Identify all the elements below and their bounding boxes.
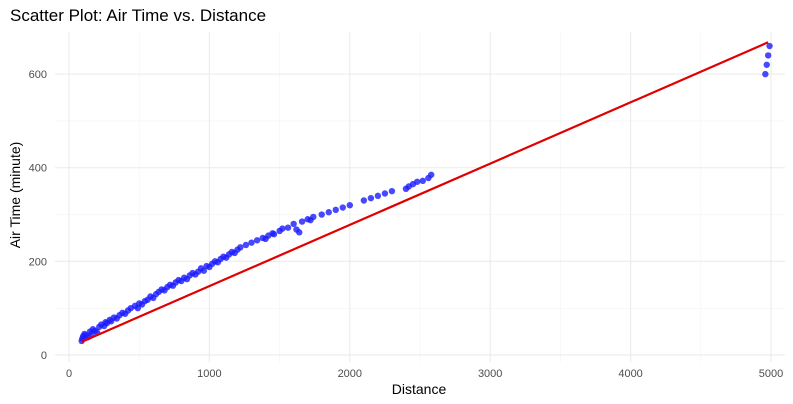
data-point [270, 231, 278, 238]
trend-line [81, 41, 769, 343]
y-axis-ticks: 0 200 400 600 [29, 69, 47, 362]
data-point [360, 197, 368, 204]
data-point [237, 244, 244, 251]
data-point [298, 218, 306, 225]
data-point [766, 42, 773, 50]
grid [55, 32, 785, 362]
data-point [428, 171, 435, 178]
data-point [284, 224, 292, 231]
data-point [413, 178, 421, 185]
data-point [253, 237, 261, 244]
x-tick-label: 3000 [478, 368, 502, 380]
x-tick-label: 1000 [197, 368, 221, 380]
data-point [388, 187, 396, 195]
y-tick-label: 0 [41, 350, 47, 362]
y-tick-label: 400 [29, 163, 47, 175]
x-tick-label: 2000 [338, 368, 362, 380]
data-point [200, 267, 208, 274]
data-point [325, 209, 332, 216]
data-point [248, 239, 255, 246]
data-point [763, 61, 770, 68]
trend-line-group [81, 41, 769, 343]
data-point [296, 229, 303, 236]
x-tick-label: 5000 [759, 368, 783, 380]
data-point [374, 192, 382, 200]
x-tick-label: 0 [66, 368, 72, 380]
x-axis-ticks: 0 1000 2000 3000 4000 5000 [66, 368, 783, 380]
data-point [279, 225, 286, 232]
y-tick-label: 600 [29, 69, 47, 81]
chart-title: Scatter Plot: Air Time vs. Distance [10, 6, 266, 25]
data-point [762, 70, 769, 78]
x-tick-label: 4000 [618, 368, 642, 380]
data-point [242, 241, 250, 249]
data-point [318, 211, 325, 218]
data-points [78, 42, 773, 345]
data-point [764, 52, 772, 59]
data-point [310, 213, 317, 221]
data-point [290, 220, 297, 228]
data-point [419, 177, 427, 185]
data-point [339, 204, 346, 211]
y-axis-label: Air Time (minute) [7, 142, 23, 249]
data-point [367, 194, 375, 202]
data-point [346, 201, 354, 209]
data-point [381, 190, 389, 197]
data-point [332, 206, 339, 214]
x-axis-label: Distance [392, 381, 447, 397]
y-tick-label: 200 [29, 256, 47, 268]
